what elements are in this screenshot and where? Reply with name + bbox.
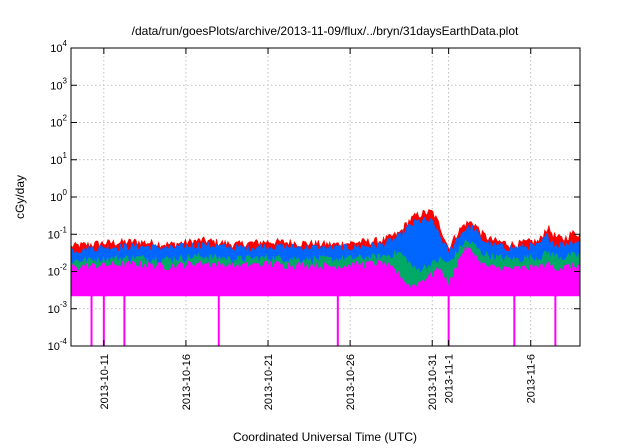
y-tick-base: 10 bbox=[50, 43, 62, 55]
y-tick-label: 10-1 bbox=[48, 225, 68, 241]
y-tick-label: 10-2 bbox=[48, 263, 68, 279]
y-tick-exponent: 3 bbox=[63, 76, 68, 85]
x-axis-label: Coordinated Universal Time (UTC) bbox=[233, 430, 417, 444]
y-tick-base: 10 bbox=[50, 155, 62, 167]
y-tick-label: 100 bbox=[50, 188, 67, 204]
y-axis-label: cGy/day bbox=[13, 175, 27, 219]
y-tick-label: 104 bbox=[50, 39, 67, 55]
y-tick-exponent: -3 bbox=[60, 300, 68, 309]
series-area bbox=[70, 244, 581, 297]
x-axis-ticks: 2013-10-11 2013-10-16 2013-10-21 2013-10-26… bbox=[99, 48, 538, 410]
chart-title: /data/run/goesPlots/archive/2013-11-09/f… bbox=[132, 24, 519, 38]
grid-lines bbox=[71, 48, 580, 346]
x-tick-label: 2013-10-21 bbox=[263, 354, 275, 410]
y-tick-base: 10 bbox=[50, 80, 62, 92]
data-series bbox=[70, 209, 581, 297]
data-dropouts bbox=[90, 290, 557, 346]
y-tick-exponent: -4 bbox=[60, 337, 68, 346]
y-tick-label: 102 bbox=[50, 114, 67, 130]
y-tick-exponent: 4 bbox=[63, 39, 68, 48]
y-tick-label: 103 bbox=[50, 76, 67, 92]
y-tick-label: 10-3 bbox=[48, 300, 68, 316]
y-tick-base: 10 bbox=[48, 341, 60, 353]
y-tick-exponent: 0 bbox=[63, 188, 68, 197]
x-tick-label: 2013-10-31 bbox=[427, 354, 439, 410]
x-tick-label: 2013-10-16 bbox=[181, 354, 193, 410]
y-tick-base: 10 bbox=[48, 304, 60, 316]
x-tick-label: 2013-11-1 bbox=[444, 354, 456, 403]
y-tick-base: 10 bbox=[50, 118, 62, 130]
y-tick-label: 101 bbox=[50, 151, 67, 167]
y-tick-base: 10 bbox=[48, 229, 60, 241]
y-tick-base: 10 bbox=[50, 192, 62, 204]
y-tick-exponent: 1 bbox=[63, 151, 68, 160]
x-tick-label: 2013-11-6 bbox=[526, 354, 538, 403]
x-tick-label: 2013-10-26 bbox=[345, 354, 357, 410]
y-tick-exponent: 2 bbox=[63, 114, 68, 123]
y-tick-base: 10 bbox=[48, 267, 60, 279]
y-tick-exponent: -1 bbox=[60, 225, 68, 234]
y-tick-exponent: -2 bbox=[60, 263, 68, 272]
x-tick-label: 2013-10-11 bbox=[99, 354, 111, 409]
y-tick-label: 10-4 bbox=[48, 337, 68, 353]
